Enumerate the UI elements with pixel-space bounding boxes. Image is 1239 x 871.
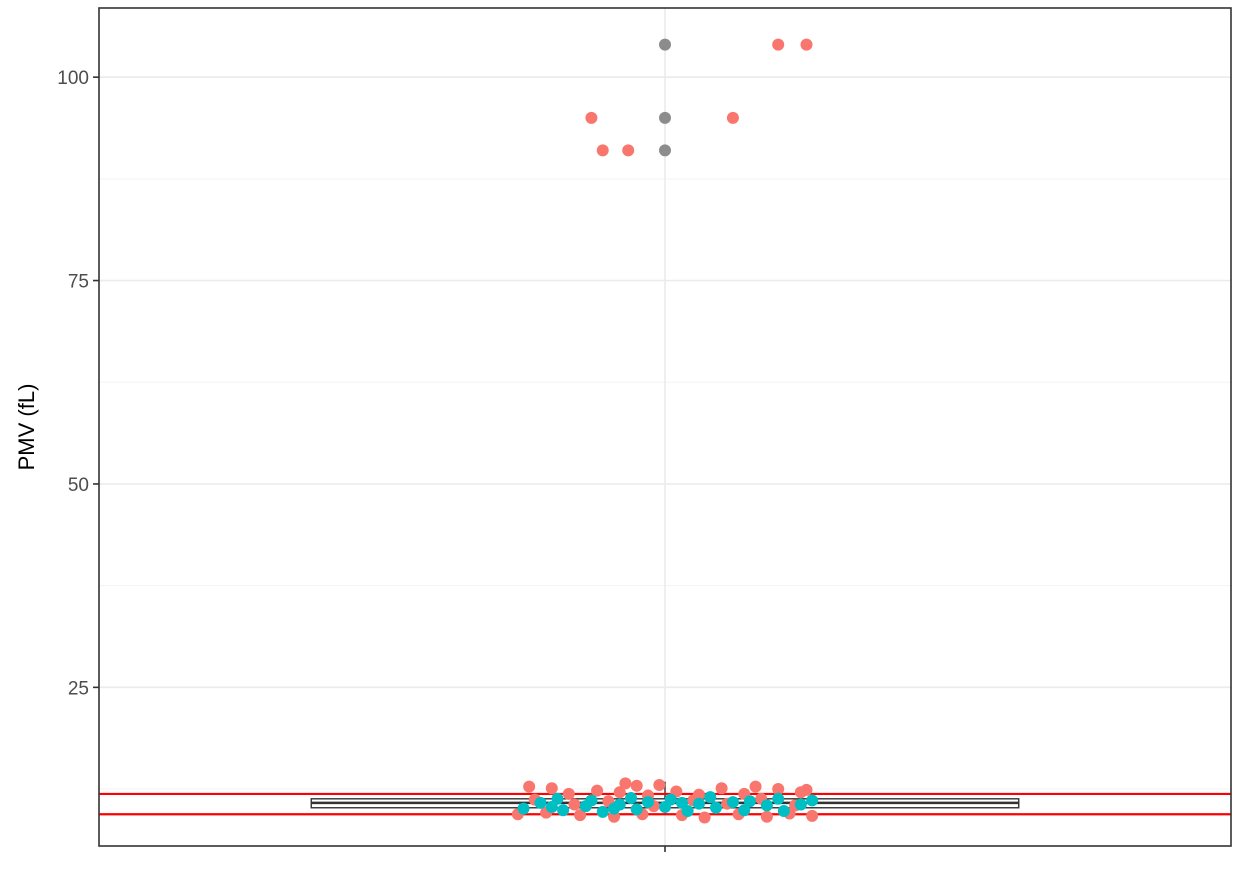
data-point xyxy=(568,799,580,811)
data-point xyxy=(597,144,609,156)
data-point xyxy=(585,112,597,124)
data-point xyxy=(608,803,620,815)
data-point xyxy=(546,801,558,813)
data-point xyxy=(750,781,762,793)
data-point xyxy=(716,782,728,794)
data-point xyxy=(653,779,665,791)
data-point xyxy=(597,806,609,818)
y-tick-label: 100 xyxy=(57,68,89,89)
data-point xyxy=(534,797,546,809)
data-point xyxy=(710,802,722,814)
data-point xyxy=(557,804,569,816)
data-point xyxy=(761,799,773,811)
y-tick-label: 25 xyxy=(68,678,89,699)
grid-layer xyxy=(99,8,1231,846)
data-point xyxy=(676,797,688,809)
data-point xyxy=(806,810,818,822)
data-point xyxy=(744,795,756,807)
data-point xyxy=(659,39,671,51)
data-point xyxy=(631,780,643,792)
y-axis-title: PMV (fL) xyxy=(14,384,39,471)
data-point xyxy=(625,792,637,804)
data-point xyxy=(563,788,575,800)
data-point xyxy=(619,777,631,789)
data-point xyxy=(761,811,773,823)
data-point xyxy=(693,798,705,810)
data-point xyxy=(778,805,790,817)
data-point xyxy=(546,782,558,794)
data-point xyxy=(642,796,654,808)
data-point xyxy=(659,144,671,156)
data-point xyxy=(727,112,739,124)
data-point xyxy=(659,112,671,124)
y-tick-label: 75 xyxy=(68,272,89,293)
data-point xyxy=(801,39,813,51)
data-point xyxy=(772,793,784,805)
data-point xyxy=(727,796,739,808)
data-point xyxy=(699,812,711,824)
data-point xyxy=(704,791,716,803)
data-point xyxy=(772,39,784,51)
data-point xyxy=(631,803,643,815)
data-point xyxy=(518,803,530,815)
data-point xyxy=(523,781,535,793)
data-point xyxy=(795,799,807,811)
data-point xyxy=(622,144,634,156)
data-point xyxy=(665,794,677,806)
data-point xyxy=(806,794,818,806)
data-point xyxy=(585,794,597,806)
y-tick-label: 50 xyxy=(68,475,89,496)
data-point xyxy=(801,784,813,796)
